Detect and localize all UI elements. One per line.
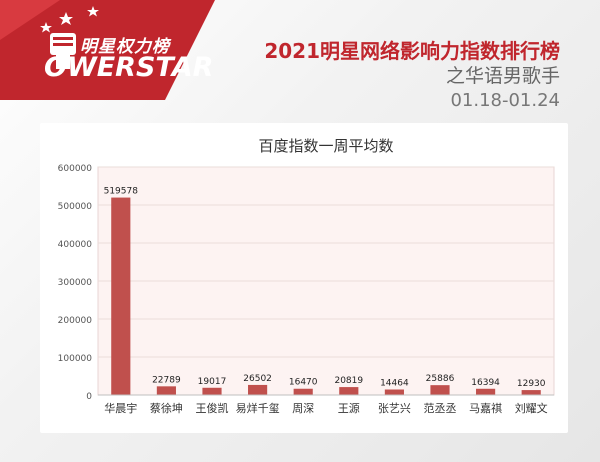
data-label: 19017 [198, 377, 227, 387]
bar [293, 388, 313, 395]
bar [156, 386, 176, 395]
fist-icon [50, 33, 76, 69]
brand-name-en: OWERSTAR [44, 52, 214, 83]
data-label: 26502 [243, 374, 272, 384]
bar [430, 385, 450, 395]
y-tick-label: 400000 [58, 240, 93, 250]
bar [384, 389, 404, 395]
powerstar-logo: 明星权力榜 OWERSTAR [0, 0, 215, 100]
y-tick-label: 0 [86, 392, 92, 402]
page-title: 2021明星网络影响力指数排行榜 [264, 39, 560, 63]
x-tick-label: 华晨宇 [104, 401, 137, 415]
y-tick-label: 200000 [58, 316, 93, 326]
x-tick-label: 刘耀文 [515, 401, 548, 415]
logo-banner [0, 0, 215, 100]
x-tick-label: 马嘉祺 [469, 401, 502, 415]
data-label: 16470 [289, 378, 318, 388]
star-icon [40, 6, 99, 33]
bar-chart: 百度指数一周平均数 0 100000 200000 300000 400000 500000… [58, 137, 555, 415]
data-label: 12930 [517, 379, 546, 389]
x-tick-label: 王源 [338, 401, 360, 415]
x-tick-label: 张艺兴 [378, 402, 411, 415]
chart-card: 百度指数一周平均数 0 100000 200000 300000 400000 500000… [40, 123, 568, 433]
y-tick-label: 300000 [58, 278, 93, 288]
bar [248, 384, 268, 395]
brand-name-cn: 明星权力榜 [80, 37, 170, 57]
x-tick-label: 王俊凯 [196, 401, 229, 415]
bar [521, 390, 541, 395]
y-tick-label: 500000 [58, 202, 93, 212]
data-label: 519578 [104, 187, 139, 197]
bar [202, 387, 222, 395]
y-tick-label: 600000 [58, 164, 93, 174]
page-subtitle: 之华语男歌手 [445, 65, 560, 87]
x-tick-label: 范丞丞 [424, 401, 457, 415]
y-tick-label: 100000 [58, 354, 93, 364]
chart-title: 百度指数一周平均数 [258, 137, 393, 155]
bar [111, 197, 131, 395]
bar [339, 387, 359, 395]
bar [476, 388, 496, 395]
data-label: 14464 [380, 379, 409, 389]
data-label: 16394 [471, 378, 500, 388]
data-label: 25886 [426, 374, 455, 384]
x-tick-label: 蔡徐坤 [150, 401, 183, 415]
x-tick-label: 易烊千玺 [236, 401, 280, 415]
data-label: 22789 [152, 375, 181, 385]
header-titles: 2021明星网络影响力指数排行榜 之华语男歌手 01.18-01.24 [264, 38, 560, 113]
date-range: 01.18-01.24 [450, 90, 560, 111]
data-label: 20819 [334, 376, 363, 386]
x-tick-label: 周深 [292, 402, 314, 415]
